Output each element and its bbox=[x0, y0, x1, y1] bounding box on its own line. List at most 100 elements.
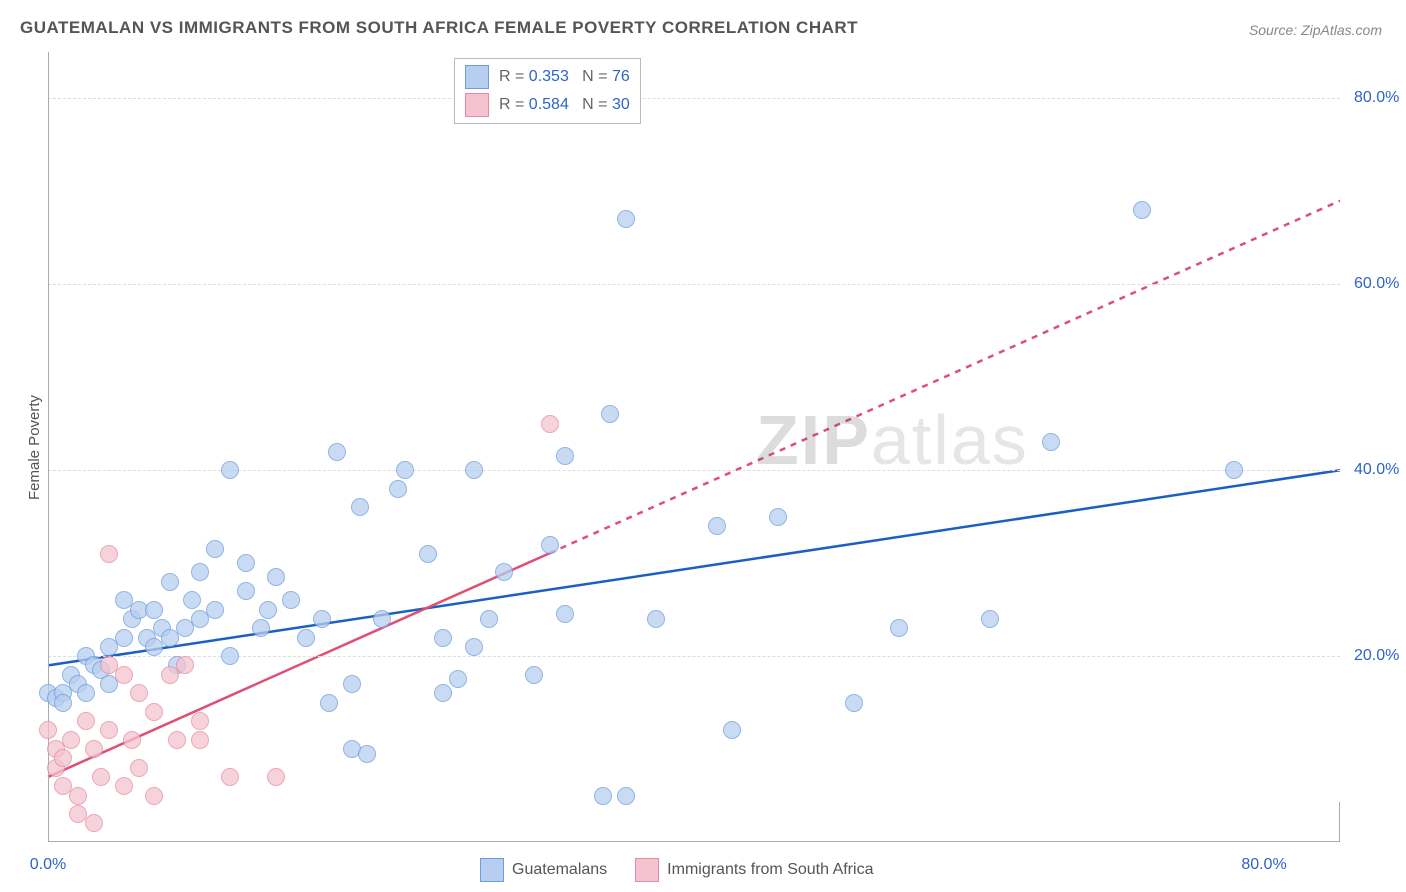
data-point bbox=[723, 721, 741, 739]
data-point bbox=[373, 610, 391, 628]
data-point bbox=[343, 675, 361, 693]
data-point bbox=[434, 684, 452, 702]
legend-row: R = 0.584 N = 30 bbox=[465, 91, 630, 119]
data-point bbox=[541, 415, 559, 433]
data-point bbox=[495, 563, 513, 581]
chart-title: GUATEMALAN VS IMMIGRANTS FROM SOUTH AFRI… bbox=[20, 18, 858, 38]
y-axis-label: Female Poverty bbox=[26, 395, 43, 500]
data-point bbox=[465, 638, 483, 656]
data-point bbox=[145, 787, 163, 805]
data-point bbox=[183, 591, 201, 609]
data-point bbox=[130, 759, 148, 777]
data-point bbox=[145, 703, 163, 721]
legend-swatch bbox=[480, 858, 504, 882]
x-tick-label: 80.0% bbox=[1241, 842, 1286, 874]
data-point bbox=[115, 777, 133, 795]
data-point bbox=[115, 629, 133, 647]
data-point bbox=[39, 721, 57, 739]
legend-text: R = 0.584 N = 30 bbox=[499, 96, 630, 114]
correlation-legend: R = 0.353 N = 76 R = 0.584 N = 30 bbox=[454, 58, 641, 124]
data-point bbox=[168, 731, 186, 749]
data-point bbox=[396, 461, 414, 479]
data-point bbox=[123, 731, 141, 749]
data-point bbox=[206, 540, 224, 558]
trend-line bbox=[550, 201, 1340, 554]
data-point bbox=[617, 787, 635, 805]
data-point bbox=[206, 601, 224, 619]
data-point bbox=[351, 498, 369, 516]
data-point bbox=[85, 814, 103, 832]
data-point bbox=[525, 666, 543, 684]
grid-line bbox=[48, 284, 1340, 285]
data-point bbox=[221, 647, 239, 665]
data-point bbox=[191, 712, 209, 730]
data-point bbox=[115, 666, 133, 684]
data-point bbox=[237, 582, 255, 600]
grid-line bbox=[48, 470, 1340, 471]
data-point bbox=[62, 731, 80, 749]
legend-swatch bbox=[635, 858, 659, 882]
data-point bbox=[297, 629, 315, 647]
y-tick-label: 60.0% bbox=[1340, 275, 1399, 293]
data-point bbox=[267, 768, 285, 786]
data-point bbox=[221, 461, 239, 479]
data-point bbox=[191, 731, 209, 749]
trend-lines-layer bbox=[48, 52, 1340, 842]
legend-label: Guatemalans bbox=[512, 861, 607, 879]
data-point bbox=[449, 670, 467, 688]
data-point bbox=[480, 610, 498, 628]
data-point bbox=[541, 536, 559, 554]
legend-row: R = 0.353 N = 76 bbox=[465, 63, 630, 91]
data-point bbox=[252, 619, 270, 637]
data-point bbox=[259, 601, 277, 619]
data-point bbox=[221, 768, 239, 786]
data-point bbox=[465, 461, 483, 479]
data-point bbox=[130, 684, 148, 702]
data-point bbox=[594, 787, 612, 805]
data-point bbox=[313, 610, 331, 628]
data-point bbox=[556, 447, 574, 465]
data-point bbox=[1042, 433, 1060, 451]
data-point bbox=[100, 545, 118, 563]
legend-swatch bbox=[465, 65, 489, 89]
y-tick-label: 40.0% bbox=[1340, 461, 1399, 479]
data-point bbox=[1133, 201, 1151, 219]
data-point bbox=[77, 712, 95, 730]
data-point bbox=[145, 601, 163, 619]
data-point bbox=[419, 545, 437, 563]
data-point bbox=[77, 684, 95, 702]
data-point bbox=[85, 740, 103, 758]
data-point bbox=[647, 610, 665, 628]
data-point bbox=[769, 508, 787, 526]
data-point bbox=[434, 629, 452, 647]
data-point bbox=[191, 563, 209, 581]
data-point bbox=[54, 749, 72, 767]
data-point bbox=[92, 768, 110, 786]
legend-swatch bbox=[465, 93, 489, 117]
source-label: Source: ZipAtlas.com bbox=[1249, 22, 1382, 38]
data-point bbox=[389, 480, 407, 498]
data-point bbox=[161, 573, 179, 591]
legend-text: R = 0.353 N = 76 bbox=[499, 68, 630, 86]
data-point bbox=[320, 694, 338, 712]
data-point bbox=[267, 568, 285, 586]
grid-line bbox=[48, 656, 1340, 657]
data-point bbox=[69, 787, 87, 805]
data-point bbox=[601, 405, 619, 423]
axis-line bbox=[48, 841, 1340, 842]
legend-item: Guatemalans bbox=[480, 858, 607, 882]
data-point bbox=[176, 656, 194, 674]
data-point bbox=[845, 694, 863, 712]
data-point bbox=[1225, 461, 1243, 479]
axis-line bbox=[1339, 802, 1340, 842]
grid-line bbox=[48, 98, 1340, 99]
data-point bbox=[237, 554, 255, 572]
data-point bbox=[54, 694, 72, 712]
legend-label: Immigrants from South Africa bbox=[667, 861, 873, 879]
scatter-plot-area: 20.0%40.0%60.0%80.0%0.0%80.0% bbox=[48, 52, 1340, 842]
series-legend: Guatemalans Immigrants from South Africa bbox=[480, 858, 873, 882]
data-point bbox=[981, 610, 999, 628]
y-tick-label: 80.0% bbox=[1340, 89, 1399, 107]
data-point bbox=[617, 210, 635, 228]
x-tick-label: 0.0% bbox=[30, 842, 66, 874]
